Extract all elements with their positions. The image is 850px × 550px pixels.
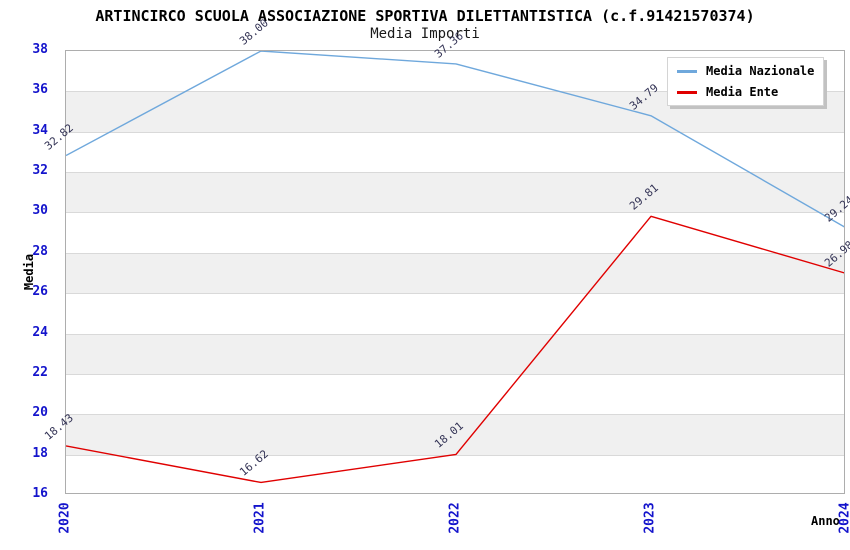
y-tick-label: 18 (32, 445, 48, 461)
series-line (66, 215, 844, 484)
plot-band (66, 252, 844, 294)
y-tick-label: 26 (32, 284, 48, 300)
plot-band (66, 454, 844, 493)
gridline (66, 212, 844, 214)
legend-label-ente: Media Ente (706, 85, 779, 99)
plot-area (65, 50, 845, 494)
y-tick-label: 38 (32, 42, 48, 57)
y-tick-label: 24 (32, 324, 48, 340)
x-tick-label: 2023 (642, 502, 658, 534)
gridline (66, 333, 844, 335)
plot-band (66, 293, 844, 334)
gridline (66, 172, 844, 174)
plot-band (66, 212, 844, 253)
chart-title: ARTINCIRCO SCUOLA ASSOCIAZIONE SPORTIVA … (95, 7, 755, 25)
gridline (66, 252, 844, 254)
legend: Media Nazionale Media Ente (667, 57, 825, 106)
plot-band (66, 414, 844, 455)
x-axis-title: Anno (811, 514, 840, 528)
y-tick-label: 20 (32, 405, 48, 421)
x-tick-label: 2022 (447, 502, 463, 534)
x-tick-label: 2021 (252, 502, 268, 534)
x-tick-label: 2024 (837, 502, 850, 534)
y-tick-label: 22 (32, 364, 48, 380)
gridline (66, 131, 844, 133)
series-lines (66, 51, 844, 484)
y-tick-label: 30 (32, 203, 48, 219)
y-tick-label: 34 (32, 122, 48, 138)
gridline (66, 414, 844, 416)
legend-item-nazionale: Media Nazionale (677, 64, 814, 78)
x-tick-label: 2020 (57, 502, 73, 534)
gridline (66, 293, 844, 295)
legend-swatch-ente (677, 90, 697, 94)
plot-band (66, 172, 844, 213)
legend-item-ente: Media Ente (677, 85, 814, 99)
y-tick-label: 28 (32, 243, 48, 259)
chart-subtitle: Media Importi (370, 26, 480, 42)
y-tick-label: 32 (32, 163, 48, 179)
y-tick-label: 16 (32, 486, 48, 501)
plot-band (66, 333, 844, 374)
legend-swatch-nazionale (677, 69, 697, 73)
gridline (66, 91, 844, 93)
y-tick-label: 36 (32, 82, 48, 98)
legend-label-nazionale: Media Nazionale (706, 64, 815, 78)
plot-band (66, 373, 844, 415)
series-line (66, 51, 844, 228)
gridline (66, 373, 844, 375)
